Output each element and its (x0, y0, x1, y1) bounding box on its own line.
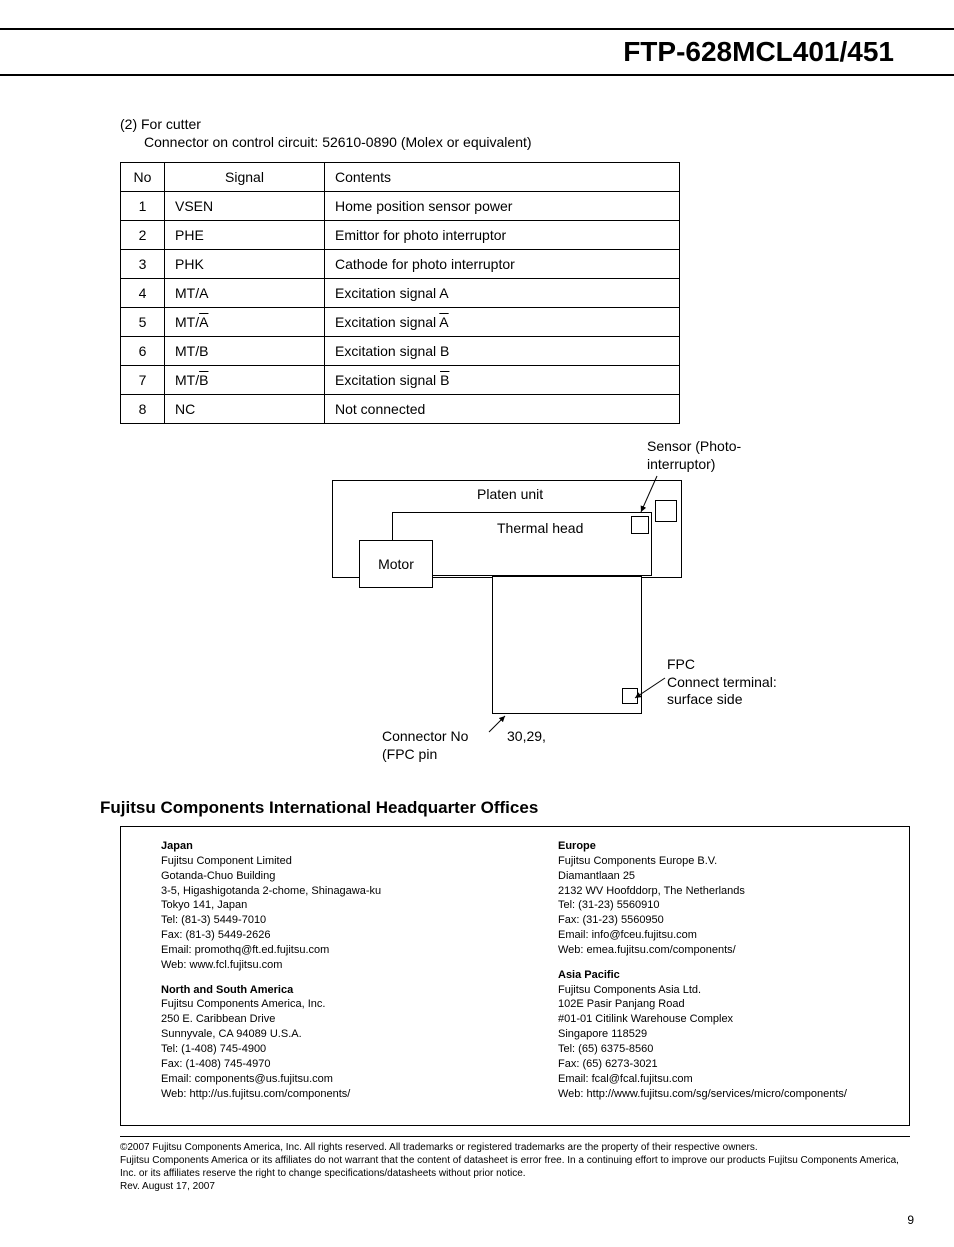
office-line: Tel: (81-3) 5449-7010 (161, 913, 498, 928)
header-bottom-rule (0, 74, 954, 76)
table-row: 4MT/AExcitation signal A (121, 279, 680, 308)
cell-no: 6 (121, 337, 165, 366)
office-line: #01-01 Citilink Warehouse Complex (558, 1012, 895, 1027)
table-row: 8NCNot connected (121, 395, 680, 424)
office-line: Web: www.fcl.fujitsu.com (161, 958, 498, 973)
section-label: (2) For cutter (120, 116, 894, 132)
cell-signal: NC (165, 395, 325, 424)
office-line: Tel: (31-23) 5560910 (558, 898, 895, 913)
page-number: 9 (0, 1193, 954, 1247)
office-line: 250 E. Caribbean Drive (161, 1012, 498, 1027)
office-line: Web: http://us.fujitsu.com/components/ (161, 1087, 498, 1102)
office-line: Email: fcal@fcal.fujitsu.com (558, 1072, 895, 1087)
document-title: FTP-628MCL401/451 (623, 36, 894, 68)
cell-contents: Excitation signal B (325, 337, 680, 366)
table-row: 7MT/BExcitation signal B (121, 366, 680, 395)
table-row: 5MT/AExcitation signal A (121, 308, 680, 337)
header: FTP-628MCL401/451 (0, 30, 954, 74)
cell-signal: MT/A (165, 308, 325, 337)
legal-block: ©2007 Fujitsu Components America, Inc. A… (120, 1136, 910, 1193)
office-line: 3-5, Higashigotanda 2-chome, Shinagawa-k… (161, 884, 498, 899)
office-japan: Japan Fujitsu Component LimitedGotanda-C… (161, 839, 498, 973)
section-subtitle: Connector on control circuit: 52610-0890… (144, 134, 894, 150)
cell-contents: Emittor for photo interruptor (325, 221, 680, 250)
office-line: Email: promothq@ft.ed.fujitsu.com (161, 943, 498, 958)
office-line: Web: http://www.fujitsu.com/sg/services/… (558, 1087, 895, 1102)
office-americas: North and South America Fujitsu Componen… (161, 983, 498, 1102)
office-line: Email: components@us.fujitsu.com (161, 1072, 498, 1087)
office-line: Sunnyvale, CA 94089 U.S.A. (161, 1027, 498, 1042)
cell-contents: Cathode for photo interruptor (325, 250, 680, 279)
cell-no: 1 (121, 192, 165, 221)
table-row: 3PHKCathode for photo interruptor (121, 250, 680, 279)
office-line: Diamantlaan 25 (558, 869, 895, 884)
offices-col-left: Japan Fujitsu Component LimitedGotanda-C… (161, 839, 498, 1111)
office-line: Fujitsu Component Limited (161, 854, 498, 869)
cell-contents: Excitation signal A (325, 308, 680, 337)
diagram-arrows (227, 438, 787, 778)
cell-no: 4 (121, 279, 165, 308)
signal-table: No Signal Contents 1VSENHome position se… (120, 162, 680, 424)
office-line: Email: info@fceu.fujitsu.com (558, 928, 895, 943)
office-line: 2132 WV Hoofddorp, The Netherlands (558, 884, 895, 899)
block-diagram: Sensor (Photo- interruptor) Platen unit … (227, 438, 787, 778)
office-europe: Europe Fujitsu Components Europe B.V.Dia… (558, 839, 895, 958)
office-americas-title: North and South America (161, 983, 498, 998)
table-header-row: No Signal Contents (121, 163, 680, 192)
office-line: Web: emea.fujitsu.com/components/ (558, 943, 895, 958)
office-line: Fujitsu Components America, Inc. (161, 997, 498, 1012)
page: FTP-628MCL401/451 (2) For cutter Connect… (0, 28, 954, 1247)
cell-contents: Excitation signal A (325, 279, 680, 308)
legal-rev: Rev. August 17, 2007 (120, 1180, 910, 1193)
cell-no: 8 (121, 395, 165, 424)
office-line: Singapore 118529 (558, 1027, 895, 1042)
office-line: Tel: (65) 6375-8560 (558, 1042, 895, 1057)
cell-no: 5 (121, 308, 165, 337)
cell-no: 2 (121, 221, 165, 250)
cell-signal: MT/B (165, 366, 325, 395)
hq-heading: Fujitsu Components International Headqua… (100, 798, 894, 818)
office-line: Fujitsu Components Asia Ltd. (558, 983, 895, 998)
office-asia-title: Asia Pacific (558, 968, 895, 983)
office-asia: Asia Pacific Fujitsu Components Asia Ltd… (558, 968, 895, 1102)
office-europe-title: Europe (558, 839, 895, 854)
col-no: No (121, 163, 165, 192)
office-line: Fax: (65) 6273-3021 (558, 1057, 895, 1072)
cell-contents: Home position sensor power (325, 192, 680, 221)
table-row: 6MT/BExcitation signal B (121, 337, 680, 366)
col-contents: Contents (325, 163, 680, 192)
cell-signal: MT/B (165, 337, 325, 366)
cell-signal: MT/A (165, 279, 325, 308)
cell-signal: PHK (165, 250, 325, 279)
legal-line2: Fujitsu Components America or its affili… (120, 1154, 910, 1180)
pin-numbers: 30,29, (507, 728, 546, 746)
office-japan-title: Japan (161, 839, 498, 854)
cell-no: 7 (121, 366, 165, 395)
offices-col-right: Europe Fujitsu Components Europe B.V.Dia… (558, 839, 895, 1111)
table-row: 2PHEEmittor for photo interruptor (121, 221, 680, 250)
cell-contents: Excitation signal B (325, 366, 680, 395)
legal-line1: ©2007 Fujitsu Components America, Inc. A… (120, 1141, 910, 1154)
office-line: 102E Pasir Panjang Road (558, 997, 895, 1012)
office-line: Fujitsu Components Europe B.V. (558, 854, 895, 869)
office-line: Tokyo 141, Japan (161, 898, 498, 913)
offices-box: Japan Fujitsu Component LimitedGotanda-C… (120, 826, 910, 1126)
cell-contents: Not connected (325, 395, 680, 424)
connector-no-label: Connector No (FPC pin (382, 728, 468, 763)
office-line: Tel: (1-408) 745-4900 (161, 1042, 498, 1057)
office-line: Gotanda-Chuo Building (161, 869, 498, 884)
content-area: (2) For cutter Connector on control circ… (0, 116, 954, 1193)
table-row: 1VSENHome position sensor power (121, 192, 680, 221)
cell-signal: VSEN (165, 192, 325, 221)
office-line: Fax: (81-3) 5449-2626 (161, 928, 498, 943)
office-line: Fax: (31-23) 5560950 (558, 913, 895, 928)
office-line: Fax: (1-408) 745-4970 (161, 1057, 498, 1072)
cell-signal: PHE (165, 221, 325, 250)
cell-no: 3 (121, 250, 165, 279)
col-signal: Signal (165, 163, 325, 192)
